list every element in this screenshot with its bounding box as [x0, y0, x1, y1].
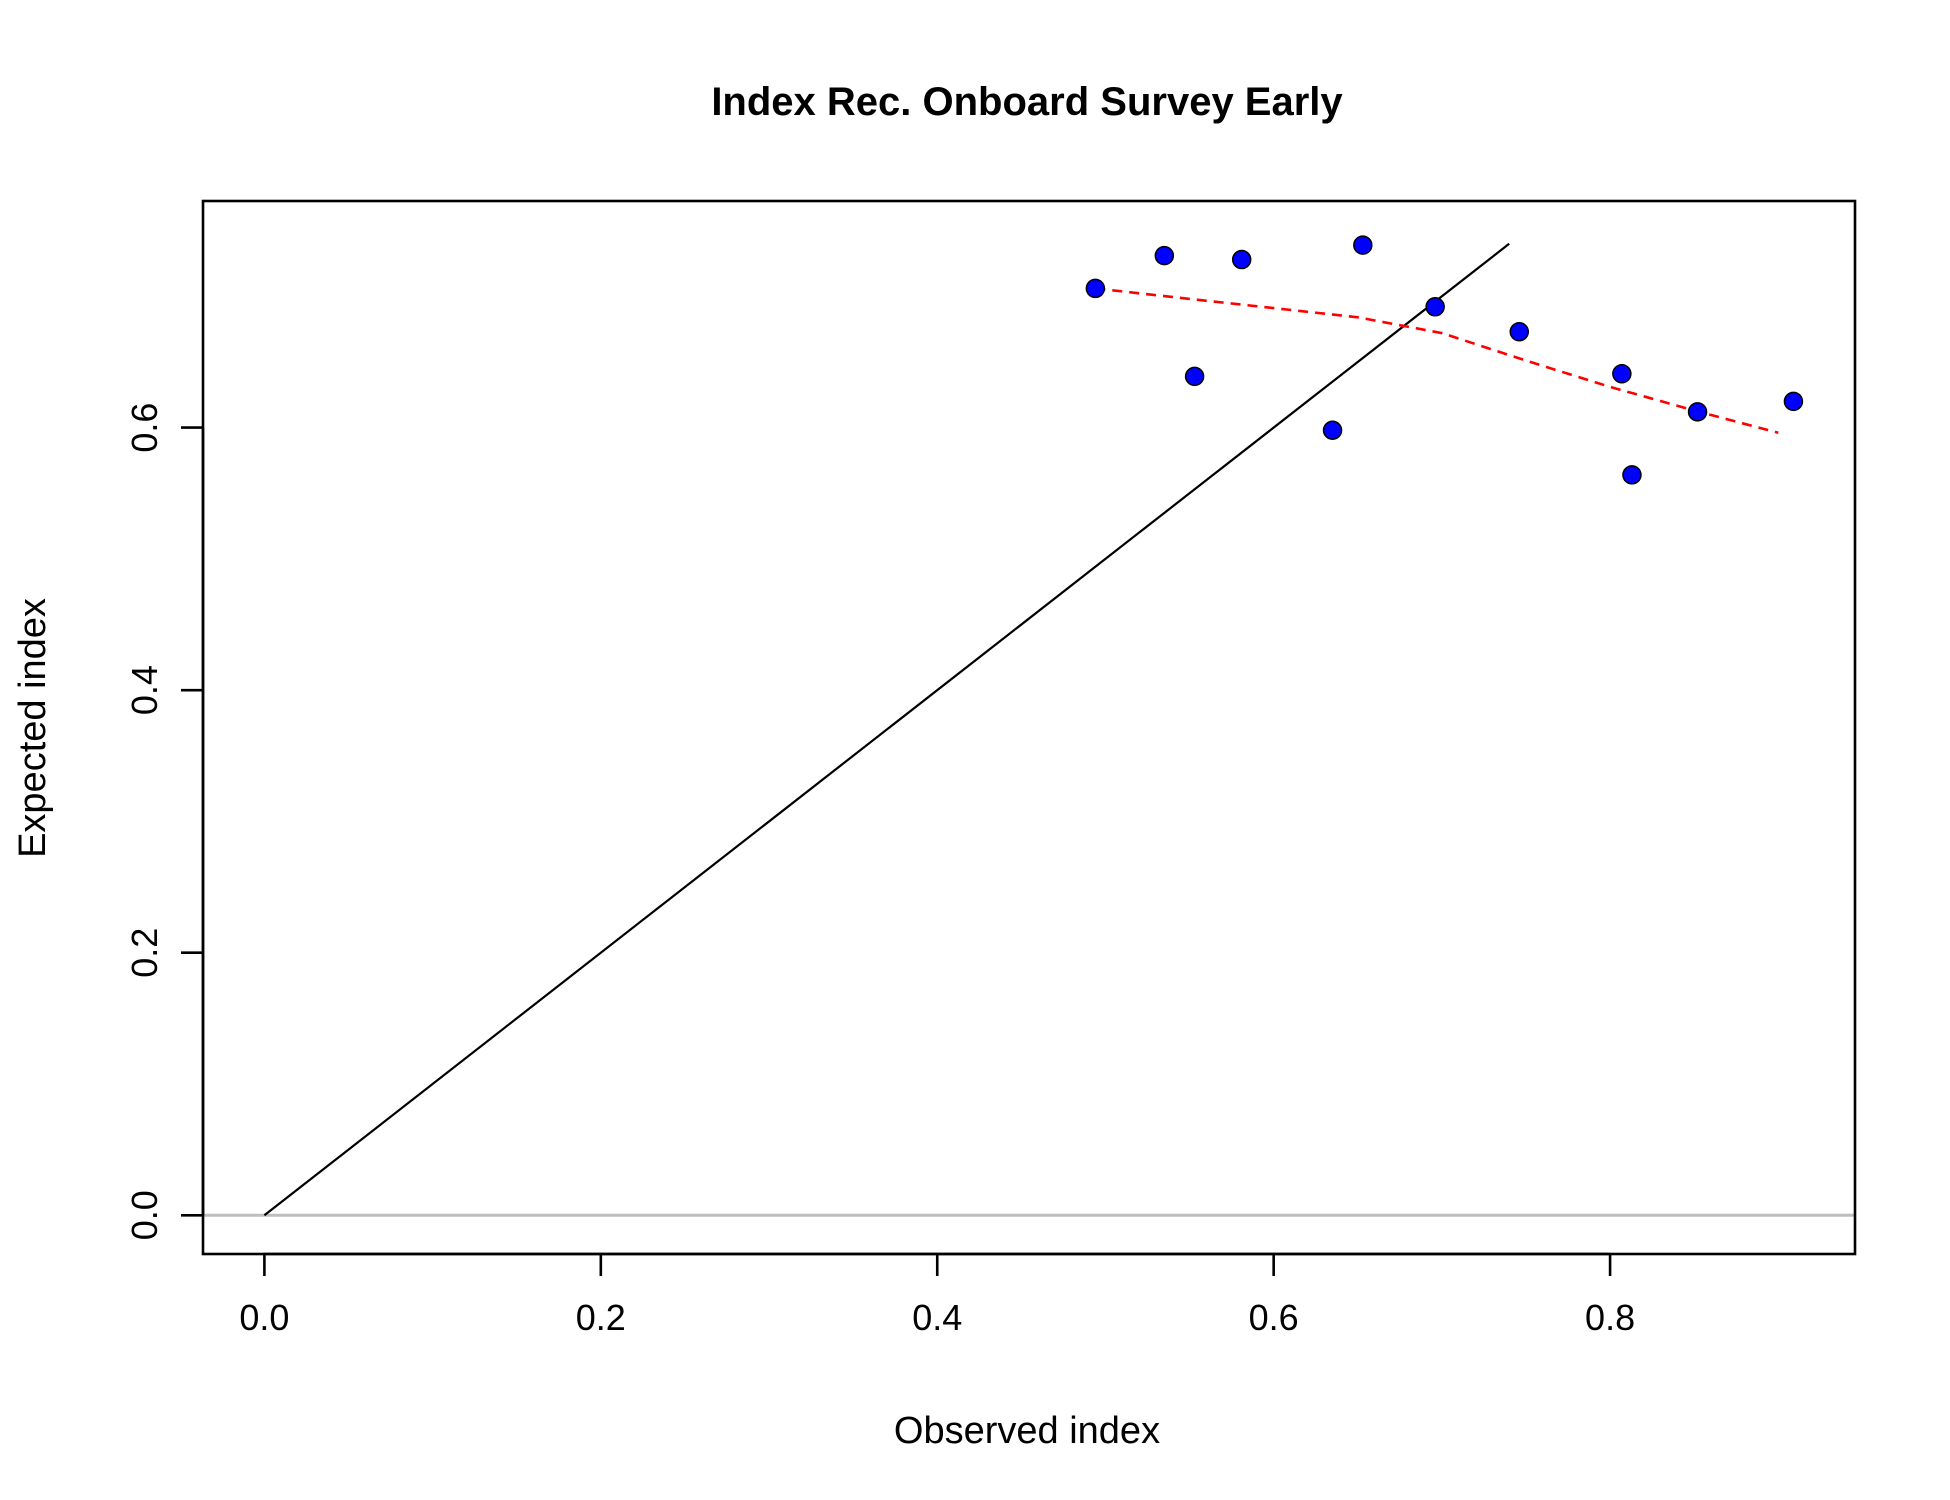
- data-point: [1687, 402, 1708, 422]
- y-axis-label: Expected index: [12, 598, 54, 858]
- plot-frame: [201, 199, 1857, 1256]
- x-tick-label: 0.8: [1585, 1297, 1635, 1338]
- x-tick-label: 0.2: [576, 1297, 626, 1338]
- smoother-line: [1095, 287, 1779, 435]
- data-point: [1085, 278, 1106, 299]
- data-point: [1353, 235, 1373, 255]
- data-point: [1425, 297, 1445, 317]
- data-point: [1154, 245, 1175, 266]
- data-point: [1322, 420, 1343, 440]
- data-point: [1622, 465, 1642, 485]
- data-point: [1783, 391, 1804, 412]
- data-point: [1509, 322, 1530, 342]
- data-point: [1612, 364, 1632, 384]
- y-tick-label: 0.0: [124, 1190, 165, 1240]
- x-tick-label: 0.0: [239, 1297, 289, 1338]
- x-axis-label: Observed index: [894, 1410, 1160, 1452]
- data-point: [1184, 366, 1205, 387]
- y-tick-label: 0.4: [124, 665, 165, 715]
- data-point: [1231, 249, 1252, 270]
- chart-title: Index Rec. Onboard Survey Early: [711, 80, 1343, 124]
- plot-area: 0.0 0.2 0.4 0.6 0.8 0.0 0.2 0.4 0.6: [124, 199, 1857, 1338]
- identity-line: [263, 242, 1510, 1217]
- y-tick-label: 0.2: [124, 928, 165, 978]
- x-tick-label: 0.4: [912, 1297, 962, 1338]
- x-tick-label: 0.6: [1249, 1297, 1299, 1338]
- y-tick-label: 0.6: [124, 403, 165, 453]
